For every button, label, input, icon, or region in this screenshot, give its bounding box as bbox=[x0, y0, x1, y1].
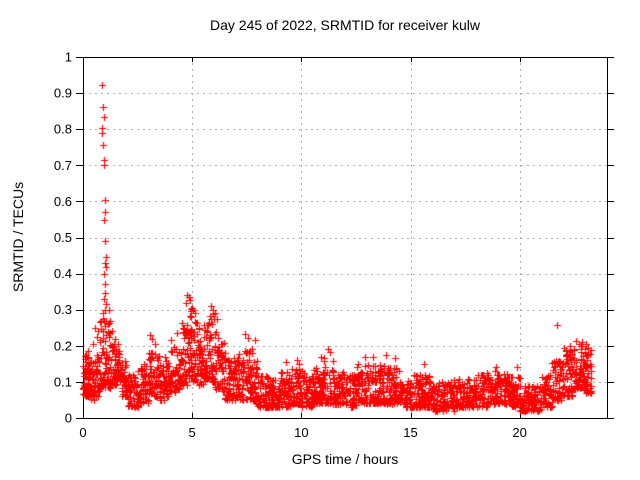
x-axis-label: GPS time / hours bbox=[291, 451, 399, 467]
chart-title: Day 245 of 2022, SRMTID for receiver kul… bbox=[210, 17, 480, 33]
y-axis-label: SRMTID / TECUs bbox=[10, 181, 26, 293]
